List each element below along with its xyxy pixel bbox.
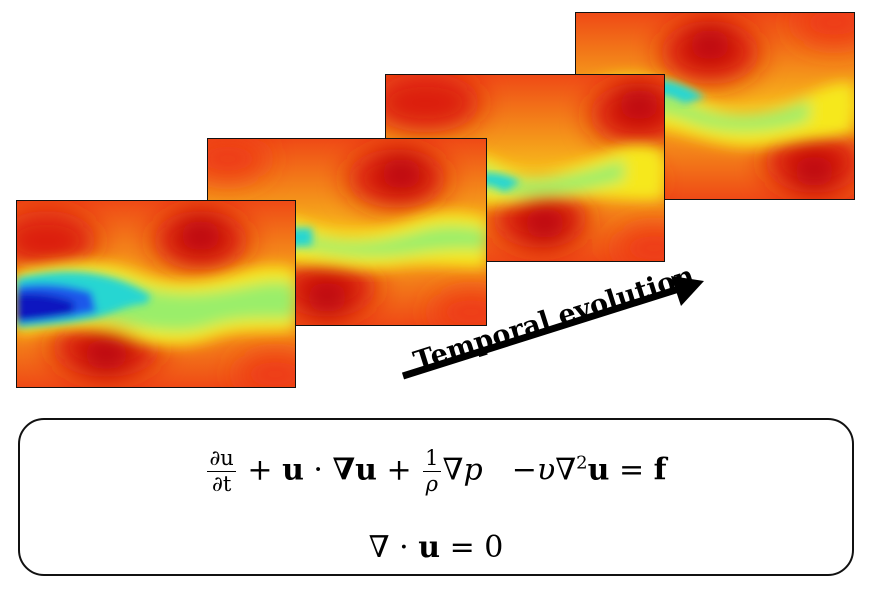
inverse-density: 1 ρ	[423, 446, 441, 497]
pressure-symbol: p	[463, 452, 483, 488]
plus-sign: +	[386, 452, 412, 488]
arrow-right-icon	[401, 276, 704, 380]
equals-sign: =	[618, 452, 645, 488]
velocity-symbol: u	[587, 452, 610, 488]
equation-panel: ∂u ∂t + u · ∇u + 1 ρ ∇p −υ∇2u = f ∇ · u …	[18, 418, 854, 576]
zero-value: 0	[484, 530, 504, 565]
minus-sign: −	[511, 452, 537, 488]
gradient-velocity: ∇u	[332, 452, 377, 488]
inverse-density-denominator: ρ	[425, 472, 439, 496]
viscosity-symbol: υ	[536, 452, 556, 488]
time-derivative-denominator: ∂t	[211, 472, 232, 496]
inverse-density-numerator: 1	[423, 446, 441, 472]
navier-stokes-momentum-equation: ∂u ∂t + u · ∇u + 1 ρ ∇p −υ∇2u = f	[20, 446, 852, 497]
equals-sign: =	[449, 530, 475, 565]
laplacian-operator: ∇	[555, 452, 577, 488]
force-symbol: f	[653, 452, 667, 488]
flow-snapshot-1	[16, 200, 296, 388]
time-derivative-numerator: ∂u	[207, 446, 236, 472]
laplacian-exponent: 2	[576, 452, 588, 474]
velocity-symbol: u	[282, 452, 304, 488]
time-derivative: ∂u ∂t	[207, 446, 236, 497]
continuity-equation: ∇ · u = 0	[20, 530, 852, 565]
velocity-symbol: u	[418, 530, 441, 565]
dot-operator: ·	[313, 452, 323, 488]
dot-operator: ·	[399, 530, 409, 565]
divergence-operator: ∇	[368, 530, 390, 565]
plus-sign: +	[247, 452, 273, 488]
gradient-operator: ∇	[442, 452, 464, 488]
